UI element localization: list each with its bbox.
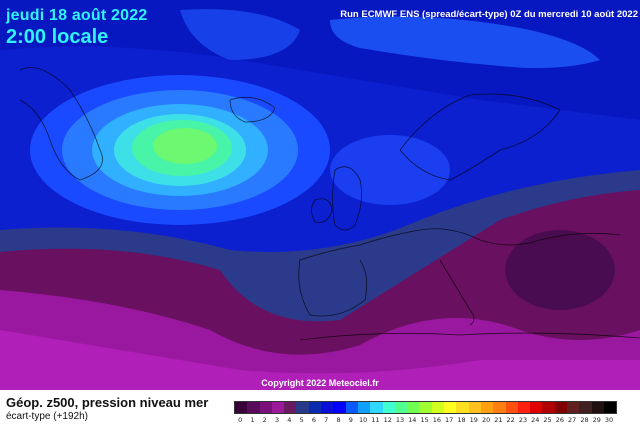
colorbar-tick: 14 <box>408 416 417 424</box>
colorbar-tick: 25 <box>543 416 552 424</box>
colorbar-tick: 6 <box>311 416 316 424</box>
italy-coast <box>439 259 475 326</box>
colorbar-swatch <box>370 402 383 413</box>
colorbar-swatch <box>591 402 604 413</box>
colorbar-tick: 17 <box>445 416 454 424</box>
colorbar-swatch <box>382 402 395 413</box>
colorbar-swatch <box>431 402 445 413</box>
colorbar-tick: 12 <box>383 416 392 424</box>
colorbar-tick: 26 <box>555 416 564 424</box>
colorbar-swatch <box>444 402 457 413</box>
colorbar-swatch <box>271 402 285 413</box>
colorbar-tick: 2 <box>262 416 267 424</box>
colorbar-tick: 20 <box>481 416 491 424</box>
colorbar-tick: 15 <box>420 416 429 424</box>
colorbar-tick: 1 <box>250 416 255 424</box>
colorbar-swatch <box>296 402 309 413</box>
colorbar-tick: 18 <box>457 416 466 424</box>
europe-coast <box>299 228 621 261</box>
northwest-lightblue-patch <box>180 9 300 60</box>
colorbar-tick: 29 <box>592 416 601 424</box>
colorbar-swatch <box>603 402 617 413</box>
colorbar-tick: 28 <box>580 416 589 424</box>
colorbar-swatch <box>259 402 272 413</box>
coastlines <box>19 67 640 341</box>
colorbar-tick: 4 <box>287 416 292 424</box>
colorbar-swatch <box>235 402 248 413</box>
forecast-date: jeudi 18 août 2022 <box>6 7 148 24</box>
spread-blob-core <box>153 128 217 164</box>
colorbar-tick: 3 <box>274 416 280 424</box>
colorbar-swatch <box>357 402 371 413</box>
colorbar-swatch <box>345 402 358 413</box>
copyright: Copyright 2022 Meteociel.fr <box>261 378 379 388</box>
balkans-darkspot <box>505 230 615 310</box>
colorbar-tick: 30 <box>604 416 614 424</box>
colorbar-tick: 10 <box>358 416 368 424</box>
colorbar-swatch <box>407 402 420 413</box>
colorbar-tick: 0 <box>238 416 243 424</box>
colorbar-tick: 7 <box>324 416 329 424</box>
spread-map <box>0 0 640 390</box>
colorbar-swatch <box>321 402 334 413</box>
colorbar-tick: 22 <box>506 416 515 424</box>
colorbar-tick: 23 <box>518 416 528 424</box>
britain-coast <box>332 166 363 231</box>
colorbar-tick: 21 <box>494 416 503 424</box>
colorbar-tick: 19 <box>469 416 478 424</box>
colorbar-tick: 9 <box>348 416 353 424</box>
iceland-coast <box>229 96 276 123</box>
colorbar-swatch <box>493 402 506 413</box>
north-lightblue-patch <box>330 16 600 68</box>
colorbar <box>234 401 618 414</box>
scandinavia-coast <box>399 93 561 181</box>
parameter-subtitle: écart-type (+192h) <box>6 411 88 422</box>
forecast-time: 2:00 locale <box>6 26 109 48</box>
northafrica-coast <box>299 332 640 341</box>
colorbar-swatch <box>579 402 592 413</box>
colorbar-swatch <box>530 402 543 413</box>
colorbar-swatch <box>419 402 432 413</box>
colorbar-tick: 24 <box>531 416 540 424</box>
colorbar-swatch <box>394 402 408 413</box>
run-info: Run ECMWF ENS (spread/écart-type) 0Z du … <box>340 9 638 20</box>
parameter-title: Géop. z500, pression niveau mer <box>6 395 209 410</box>
colorbar-tick: 16 <box>432 416 442 424</box>
colorbar-ticks: 0 1 2 3 4 5 6 7 8 9 10 11 12 13 14 15 16 17 18 19 20 21 22 23 24… <box>234 416 615 424</box>
colorbar-tick: 11 <box>371 416 380 424</box>
colorbar-tick: 27 <box>568 416 577 424</box>
colorbar-swatch <box>517 402 531 413</box>
colorbar-swatch <box>247 402 260 413</box>
colorbar-swatch <box>456 402 469 413</box>
band-magenta <box>0 330 640 390</box>
colorbar-swatch <box>468 402 481 413</box>
scandinavia-patch <box>330 135 450 205</box>
ireland-coast <box>311 198 333 223</box>
colorbar-swatch <box>505 402 518 413</box>
colorbar-swatch <box>333 402 346 413</box>
colorbar-swatch <box>284 402 297 413</box>
iberia-coast <box>298 259 368 317</box>
colorbar-swatch <box>480 402 494 413</box>
colorbar-swatch <box>554 402 568 413</box>
colorbar-tick: 13 <box>395 416 405 424</box>
greenland-coast <box>19 67 103 181</box>
colorbar-swatch <box>542 402 555 413</box>
colorbar-tick: 5 <box>299 416 304 424</box>
colorbar-tick: 8 <box>336 416 341 424</box>
colorbar-swatch <box>567 402 580 413</box>
colorbar-swatch <box>308 402 322 413</box>
